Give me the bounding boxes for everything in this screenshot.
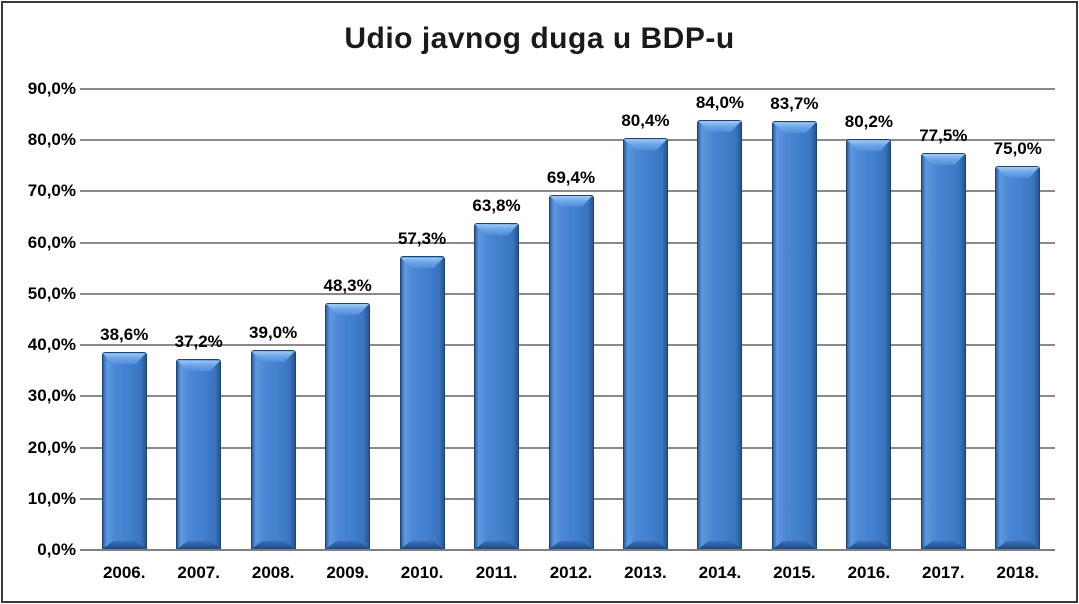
x-axis-category-label: 2013. <box>624 563 667 582</box>
x-axis-category-label: 2008. <box>251 563 295 582</box>
y-axis-tick-label: 0,0% <box>37 540 76 559</box>
bar-value-label: 37,2% <box>174 332 223 352</box>
bar-bottom-bevel <box>772 540 816 549</box>
bar-bottom-bevel <box>177 540 221 549</box>
bar-top-bevel <box>772 122 816 134</box>
x-axis-category-label: 2010. <box>400 563 444 582</box>
y-axis-tick-label: 90,0% <box>27 79 76 98</box>
x-axis-category-label: 2007. <box>177 563 220 582</box>
bar <box>771 121 817 550</box>
bar-bottom-bevel <box>921 540 965 549</box>
x-axis-category-label: 2017. <box>922 563 965 582</box>
bar-value-label: 80,2% <box>844 112 893 132</box>
bar-value-label: 83,7% <box>770 94 819 114</box>
x-axis-category-label: 2014. <box>698 563 742 582</box>
bar <box>474 223 520 550</box>
bar <box>548 194 594 550</box>
y-axis-tick-label: 40,0% <box>27 335 76 355</box>
x-axis-category-label: 2018. <box>996 563 1040 582</box>
bar <box>846 139 892 550</box>
bar-bottom-bevel <box>847 540 891 549</box>
bar-top-bevel <box>400 257 444 269</box>
bar <box>250 350 296 550</box>
bar <box>176 359 222 550</box>
bar-top-bevel <box>102 353 146 365</box>
bar-top-bevel <box>177 360 221 372</box>
bar-bottom-bevel <box>400 540 444 549</box>
bar <box>995 165 1041 550</box>
bar-bottom-bevel <box>251 540 295 549</box>
gridline <box>80 190 1055 193</box>
bar <box>622 138 668 550</box>
bar-top-bevel <box>921 154 965 166</box>
bar-bottom-bevel <box>326 540 370 549</box>
y-axis-tick-label: 20,0% <box>27 437 76 457</box>
x-axis-category-label: 2016. <box>847 563 891 582</box>
bar-value-label: 69,4% <box>546 167 596 187</box>
bar-bottom-bevel <box>549 540 593 549</box>
bar <box>697 119 743 550</box>
y-axis-tick-label: 50,0% <box>27 283 76 303</box>
x-axis-line <box>80 549 1055 551</box>
chart-title: Udio javnog duga u BDP-u <box>344 22 735 55</box>
y-axis-tick-label: 70,0% <box>27 181 76 201</box>
x-axis-category-label: 2011. <box>475 563 518 582</box>
y-axis-tick-label: 60,0% <box>27 232 76 252</box>
bar <box>325 302 371 550</box>
bar-top-bevel <box>996 166 1040 178</box>
bar <box>920 153 966 550</box>
bar-value-label: 38,6% <box>100 325 149 345</box>
bar <box>399 256 445 550</box>
bar-top-bevel <box>698 120 742 132</box>
bar-value-label: 48,3% <box>323 275 372 295</box>
bar-top-bevel <box>475 224 519 236</box>
gridline <box>80 139 1055 142</box>
bar-bottom-bevel <box>996 540 1040 549</box>
bar-value-label: 84,0% <box>695 92 745 112</box>
bar-bottom-bevel <box>623 540 667 549</box>
x-axis-category-label: 2015. <box>773 563 816 582</box>
y-axis-tick-label: 10,0% <box>27 488 76 508</box>
y-axis-tick-label: 80,0% <box>27 130 76 150</box>
gridline <box>80 88 1055 90</box>
bar-top-bevel <box>549 195 593 207</box>
bar-top-bevel <box>623 139 667 151</box>
bar-value-label: 80,4% <box>621 111 670 131</box>
y-axis-tick-label: 30,0% <box>27 386 76 406</box>
bar-value-label: 39,0% <box>249 323 298 343</box>
bar-value-label: 75,0% <box>993 138 1042 158</box>
bar <box>101 352 147 550</box>
bar-value-label: 63,8% <box>472 196 521 216</box>
bar-bottom-bevel <box>475 540 519 549</box>
bar-top-bevel <box>326 303 370 315</box>
bar-value-label: 77,5% <box>919 126 968 146</box>
bar-top-bevel <box>251 351 295 363</box>
bar-bottom-bevel <box>102 540 146 549</box>
bar-value-label: 57,3% <box>397 229 447 249</box>
x-axis-category-label: 2006. <box>102 563 146 582</box>
x-axis-category-label: 2012. <box>549 563 593 582</box>
x-axis-category-label: 2009. <box>326 563 369 582</box>
bar-top-bevel <box>847 140 891 152</box>
bar-bottom-bevel <box>698 540 742 549</box>
